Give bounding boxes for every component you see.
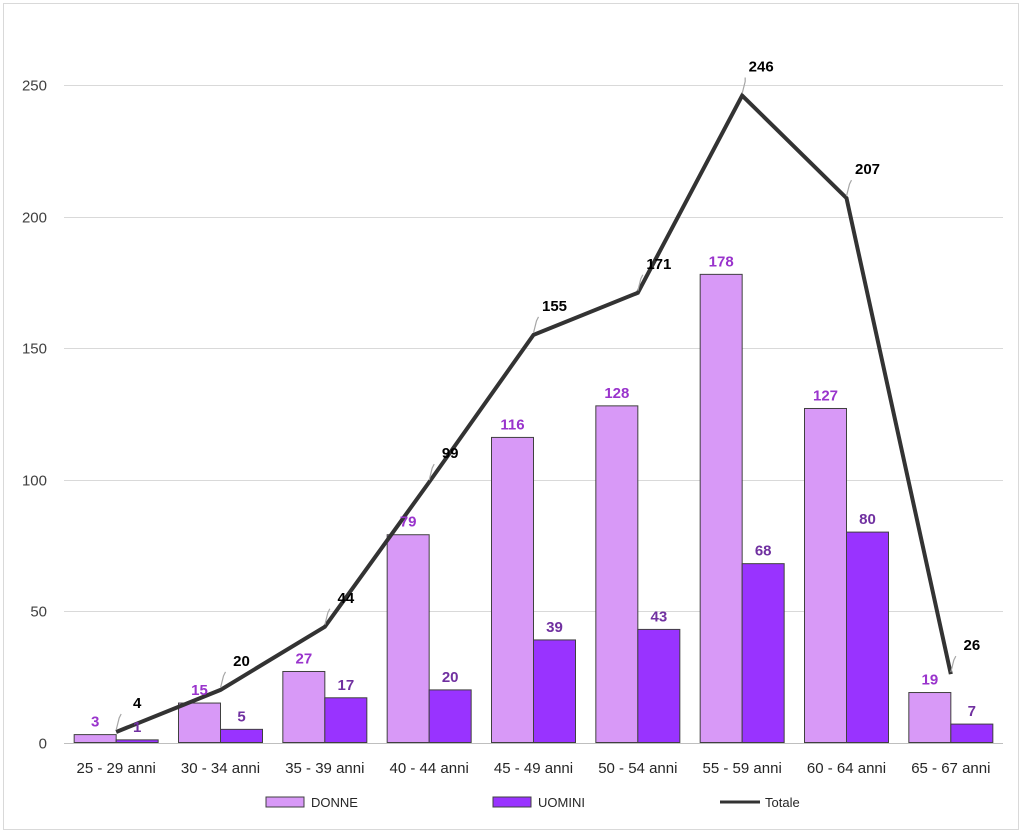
y-tick-label: 200: [22, 210, 47, 227]
total-label: 171: [646, 256, 671, 273]
bar-uomini: [533, 639, 576, 743]
bar-donne: [73, 734, 117, 743]
legend-label: UOMINI: [538, 795, 585, 810]
data-label: 1: [133, 719, 141, 736]
y-axis: 0 50 100 150 200 250: [22, 78, 47, 753]
total-label: 20: [233, 653, 250, 670]
leader-line: [324, 608, 331, 625]
total-line: [115, 77, 957, 734]
data-label: 43: [650, 608, 667, 625]
data-label: 128: [604, 385, 629, 402]
data-label: 39: [546, 619, 563, 636]
legend-label: DONNE: [311, 795, 358, 810]
data-label: 15: [191, 682, 208, 699]
x-tick-label: 30 - 34 anni: [181, 760, 260, 777]
bar-uomini: [428, 689, 472, 744]
total-label: 207: [855, 161, 880, 178]
data-label: 127: [813, 387, 838, 404]
leader-line: [532, 316, 540, 333]
total-label: 155: [542, 298, 567, 315]
data-label: 5: [237, 708, 245, 725]
legend: DONNE UOMINI Totale: [265, 795, 800, 810]
x-tick-label: 65 - 67 anni: [911, 760, 990, 777]
y-tick-label: 50: [30, 604, 47, 621]
leader-line: [845, 179, 853, 197]
leader-line: [741, 77, 746, 94]
y-tick-label: 100: [22, 473, 47, 490]
bars: [73, 273, 994, 744]
bar-donne: [491, 436, 534, 743]
leader-line: [950, 655, 957, 673]
data-label: 3: [91, 714, 99, 731]
bar-donne: [282, 670, 326, 743]
leader-line: [428, 463, 435, 481]
legend-label: Totale: [765, 795, 800, 810]
data-label: 68: [755, 543, 772, 560]
x-tick-label: 40 - 44 anni: [390, 760, 469, 777]
bar-uomini: [324, 697, 368, 743]
total-label: 44: [337, 590, 354, 607]
x-tick-label: 55 - 59 anni: [703, 760, 782, 777]
data-label: 19: [921, 672, 938, 689]
total-label: 99: [442, 445, 459, 462]
bar-uomini: [220, 728, 263, 743]
bar-uomini: [741, 563, 785, 743]
bar-donne: [699, 273, 743, 743]
leader-line: [219, 671, 227, 689]
bar-donne: [386, 534, 430, 743]
y-tick-label: 0: [39, 736, 47, 753]
bar-donne: [908, 692, 952, 744]
y-tick-label: 250: [22, 78, 47, 95]
y-tick-label: 150: [22, 341, 47, 358]
data-label: 20: [442, 669, 459, 686]
bar-donne: [595, 405, 639, 743]
x-tick-label: 45 - 49 anni: [494, 760, 573, 777]
x-tick-label: 60 - 64 anni: [807, 760, 886, 777]
data-label: 116: [500, 416, 524, 433]
legend-swatch-uomini: [492, 796, 532, 808]
line-totale: [115, 92, 953, 734]
bar-uomini: [846, 531, 889, 743]
data-label: 17: [337, 677, 354, 694]
total-label: 26: [963, 637, 980, 654]
bar-donne: [178, 702, 221, 743]
leader-line: [115, 713, 122, 731]
data-label: 178: [709, 253, 734, 270]
bar-donne: [804, 407, 847, 743]
total-label: 246: [749, 59, 774, 76]
data-label: 7: [968, 703, 976, 720]
data-label: 80: [859, 511, 876, 528]
x-tick-label: 50 - 54 anni: [598, 760, 677, 777]
legend-swatch-donne: [265, 796, 305, 808]
data-label: 27: [295, 650, 312, 667]
x-axis: 25 - 29 anni 30 - 34 anni 35 - 39 anni 40 -…: [77, 760, 991, 777]
x-tick-label: 35 - 39 anni: [285, 760, 364, 777]
leader-line: [637, 274, 644, 291]
bar-uomini: [637, 628, 681, 743]
data-label: 79: [400, 514, 417, 531]
bar-uomini: [115, 739, 159, 743]
total-label: 4: [133, 695, 142, 712]
x-tick-label: 25 - 29 anni: [77, 760, 156, 777]
bar-uomini: [950, 723, 994, 744]
